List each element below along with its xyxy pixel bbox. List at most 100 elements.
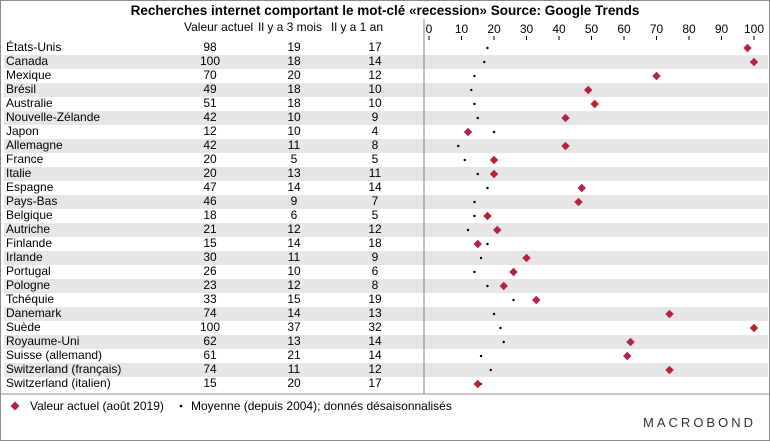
il-y-a-3-mois-cell: 11 — [287, 138, 301, 152]
actuel-point — [489, 169, 499, 179]
moyenne-point — [463, 158, 466, 162]
moyenne-point — [476, 116, 479, 120]
actuel-point — [473, 379, 482, 389]
il-y-a-3-mois-cell: 11 — [287, 362, 301, 376]
il-y-a-3-mois-cell: 11 — [287, 250, 301, 264]
valeur-actuel-cell: 23 — [203, 278, 217, 292]
chart-title: Recherches internet comportant le mot-cl… — [130, 3, 640, 18]
valeur-actuel-cell: 18 — [203, 208, 217, 222]
country-label: Brésil — [6, 82, 37, 96]
il-y-a-1-an-cell: 6 — [371, 264, 379, 278]
il-y-a-3-mois-cell: 12 — [287, 278, 301, 292]
country-label: Belgique — [6, 208, 53, 222]
table-row: Nouvelle-Zélande 42 10 9 — [4, 110, 424, 125]
valeur-actuel-cell: 100 — [199, 320, 221, 334]
header-valeur-actuel: Valeur actuel — [184, 20, 254, 34]
il-y-a-3-mois-cell: 20 — [287, 376, 301, 390]
plot-row-shade — [424, 223, 768, 237]
actuel-point — [561, 113, 570, 123]
moyenne-point — [473, 102, 476, 106]
country-label: Suède — [6, 320, 41, 334]
legend-diamond-icon — [10, 401, 20, 411]
country-label: Japon — [6, 124, 39, 138]
moyenne-point — [473, 214, 476, 218]
il-y-a-3-mois-cell: 37 — [287, 320, 301, 334]
il-y-a-3-mois-cell: 15 — [287, 292, 301, 306]
valeur-actuel-cell: 20 — [203, 166, 217, 180]
x-tick-label: 100 — [744, 22, 764, 36]
moyenne-point — [512, 298, 515, 302]
valeur-actuel-cell: 20 — [203, 152, 217, 166]
valeur-actuel-cell: 12 — [203, 124, 217, 138]
country-label: Danemark — [6, 306, 62, 320]
il-y-a-3-mois-cell: 5 — [290, 152, 298, 166]
actuel-point — [623, 351, 632, 361]
x-tick-label: 30 — [520, 22, 534, 36]
x-tick-label: 60 — [617, 22, 631, 36]
il-y-a-1-an-cell: 14 — [368, 334, 382, 348]
il-y-a-3-mois-cell: 19 — [287, 40, 301, 54]
table-row: États-Unis 98 19 17 — [4, 40, 424, 55]
il-y-a-3-mois-cell: 10 — [287, 264, 301, 278]
table-row: Australie 51 18 10 — [4, 96, 424, 111]
il-y-a-1-an-cell: 10 — [368, 96, 382, 110]
x-tick-label: 50 — [585, 22, 599, 36]
moyenne-point — [479, 256, 483, 260]
valeur-actuel-cell: 74 — [203, 306, 217, 320]
moyenne-point — [486, 284, 489, 288]
plot-row-shade — [424, 195, 768, 209]
il-y-a-3-mois-cell: 21 — [287, 348, 301, 362]
country-label: Portugal — [6, 264, 51, 278]
plot-row-shade — [424, 167, 768, 181]
plot-row-shade — [424, 111, 768, 125]
plot-row-shade — [424, 139, 768, 153]
il-y-a-1-an-cell: 14 — [368, 180, 382, 194]
country-label: Pays-Bas — [6, 194, 58, 208]
table-row: Suède 100 37 32 — [4, 320, 424, 335]
valeur-actuel-cell: 21 — [203, 222, 217, 236]
il-y-a-1-an-cell: 17 — [368, 40, 382, 54]
country-label: Italie — [6, 166, 32, 180]
table-row: Allemagne 42 11 8 — [4, 138, 424, 153]
valeur-actuel-cell: 49 — [203, 82, 217, 96]
country-label: Switzerland (français) — [6, 362, 122, 376]
table-row: Suisse (allemand) 61 21 14 — [4, 348, 424, 363]
header-il-y-a-1-an: Il y a 1 an — [331, 20, 384, 34]
valeur-actuel-cell: 15 — [203, 236, 217, 250]
il-y-a-1-an-cell: 14 — [368, 348, 382, 362]
actuel-point — [489, 155, 499, 165]
country-label: Australie — [6, 96, 53, 110]
x-tick-label: 90 — [715, 22, 729, 36]
actuel-point — [509, 267, 518, 277]
country-label: France — [6, 152, 44, 166]
plot-row-shade — [424, 55, 768, 69]
valeur-actuel-cell: 62 — [203, 334, 217, 348]
table-row: Portugal 26 10 6 — [4, 264, 424, 279]
il-y-a-3-mois-cell: 14 — [287, 180, 301, 194]
il-y-a-1-an-cell: 19 — [368, 292, 382, 306]
actuel-point — [743, 43, 752, 53]
plot-row-shade — [424, 335, 768, 349]
actuel-point — [626, 337, 635, 347]
valeur-actuel-cell: 47 — [203, 180, 217, 194]
macrobond-logo: MACROBOND — [643, 415, 756, 430]
table-row: Mexique 70 20 12 — [4, 68, 424, 83]
moyenne-point — [473, 200, 476, 204]
country-label: Allemagne — [6, 138, 63, 152]
legend-label-moyenne: Moyenne (depuis 2004); donnés désaisonna… — [191, 399, 452, 413]
il-y-a-3-mois-cell: 13 — [287, 166, 301, 180]
il-y-a-1-an-cell: 8 — [371, 278, 379, 292]
table-row: Espagne 47 14 14 — [4, 180, 424, 195]
valeur-actuel-cell: 46 — [203, 194, 217, 208]
plot-row-shade — [424, 307, 768, 321]
table-row: Canada 100 18 14 — [4, 54, 424, 69]
country-label: États-Unis — [6, 40, 62, 54]
il-y-a-1-an-cell: 5 — [371, 208, 379, 222]
table-row: France 20 5 5 — [4, 152, 424, 167]
il-y-a-1-an-cell: 13 — [368, 306, 382, 320]
actuel-point — [473, 239, 482, 249]
actuel-point — [483, 211, 492, 221]
table-row: Japon 12 10 4 — [4, 124, 424, 139]
table-row: Tchéquie 33 15 19 — [4, 292, 424, 307]
table-row: Royaume-Uni 62 13 14 — [4, 334, 424, 349]
